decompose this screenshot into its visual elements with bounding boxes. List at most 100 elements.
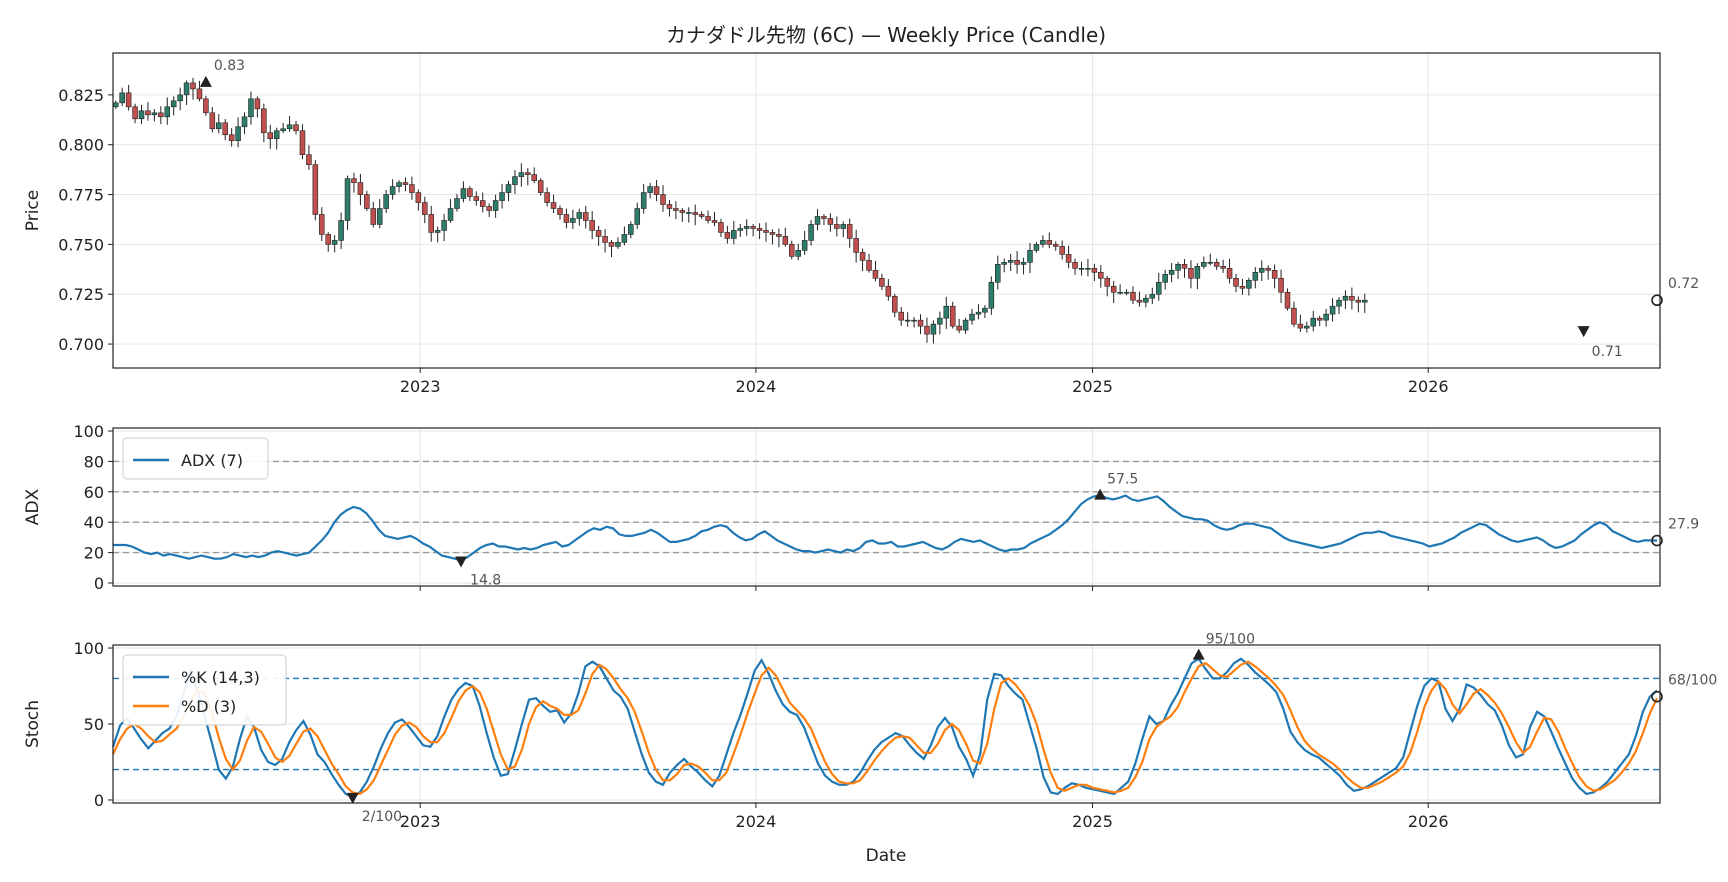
y-tick-label: 60: [84, 483, 104, 502]
candle-body: [673, 208, 679, 211]
candle-body: [782, 236, 789, 245]
candle-body: [582, 212, 589, 221]
candle-body: [216, 122, 222, 130]
candle-body: [1304, 325, 1310, 329]
candle-body: [1213, 262, 1220, 267]
candle-body: [763, 230, 769, 233]
candle-body: [1233, 277, 1239, 287]
x-tick-label: 2024: [736, 812, 777, 831]
candle-body: [280, 128, 286, 132]
candle-body: [1297, 323, 1304, 329]
candle-body: [499, 192, 505, 201]
candle-body: [988, 281, 995, 309]
candle-body: [718, 222, 724, 233]
candle-body: [306, 154, 312, 165]
candle-body: [1027, 250, 1033, 263]
candle-body: [1007, 260, 1014, 263]
series-line: [113, 494, 1658, 562]
candle-body: [795, 250, 801, 257]
candle-body: [557, 208, 563, 215]
candle-body: [647, 186, 653, 193]
candle-body: [1098, 272, 1104, 279]
candle-body: [750, 226, 756, 229]
candle-body: [943, 305, 950, 319]
candle-body: [1001, 262, 1007, 265]
candle-body: [615, 242, 621, 247]
last-marker: [1651, 294, 1663, 307]
max-annotation: 95/100: [1206, 632, 1255, 648]
candle-body: [692, 212, 698, 215]
candle-body: [370, 208, 377, 225]
candle-body: [1329, 305, 1336, 315]
y-tick-label: 0: [94, 791, 104, 810]
frame-layer: [108, 52, 1661, 808]
candle-body: [364, 194, 370, 209]
x-tick-label: 2024: [736, 377, 777, 396]
candle-body: [814, 216, 821, 225]
candle-body: [808, 224, 814, 241]
min-marker: [1577, 326, 1590, 338]
plot-frame: [112, 427, 1661, 587]
candle-body: [956, 325, 962, 331]
candle-body: [1110, 285, 1117, 293]
candle-body: [241, 116, 248, 128]
candle-body: [1336, 299, 1342, 307]
candle-body: [409, 184, 415, 193]
candle-body: [428, 214, 434, 233]
candle-body: [1181, 264, 1188, 269]
candle-body: [563, 214, 570, 223]
candle-body: [422, 202, 428, 215]
min-marker: [455, 556, 468, 568]
candle-body: [904, 319, 911, 322]
candle-body: [1046, 240, 1053, 245]
candle-body: [1310, 317, 1317, 327]
candle-body: [1271, 270, 1278, 279]
y-tick-label: 0.800: [58, 136, 104, 155]
max-marker: [1192, 648, 1205, 660]
legend-label: %K (14,3): [181, 668, 260, 687]
candle-body: [1239, 285, 1246, 289]
candle-body: [1349, 295, 1355, 301]
x-tick-label: 2026: [1408, 377, 1449, 396]
candle-body: [595, 230, 602, 237]
candle-body: [512, 176, 518, 185]
candle-body: [344, 178, 351, 221]
candle-body: [1284, 291, 1291, 309]
candle-body: [164, 106, 171, 118]
candle-body: [1188, 268, 1194, 279]
x-tick-label: 2023: [400, 812, 441, 831]
candle-body: [1078, 268, 1085, 270]
candle-body: [460, 188, 467, 199]
candle-body: [834, 224, 840, 229]
candle-body: [872, 270, 879, 279]
y-tick-label: 100: [73, 422, 104, 441]
candle-body: [447, 208, 454, 221]
candle-body: [1033, 244, 1040, 251]
min-annotation: 14.8: [470, 572, 501, 588]
candle-body: [885, 285, 892, 297]
x-axis-label: Date: [866, 846, 907, 866]
x-tick-label: 2023: [400, 377, 441, 396]
candle-body: [415, 192, 422, 203]
candle-body: [1162, 273, 1168, 283]
candle-body: [550, 202, 557, 209]
candle-body: [666, 204, 673, 209]
chart-title: カナダドル先物 (6C) — Weekly Price (Candle): [666, 23, 1106, 47]
plot-frame: [112, 644, 1661, 804]
candle-body: [1065, 254, 1072, 263]
candle-body: [840, 224, 847, 229]
candle-body: [473, 196, 480, 201]
candle-body: [325, 234, 331, 245]
candle-body: [1143, 297, 1149, 303]
candle-body: [827, 218, 834, 225]
candle-body: [1123, 291, 1130, 294]
min-annotation: 2/100: [362, 809, 402, 825]
candle-body: [982, 307, 988, 313]
candle-body: [821, 216, 827, 219]
candle-body: [859, 252, 866, 261]
x-tick-label: 2026: [1408, 812, 1449, 831]
candle-body: [248, 98, 254, 118]
candle-body: [653, 186, 660, 195]
candle-body: [286, 124, 293, 130]
candle-body: [1117, 291, 1123, 294]
